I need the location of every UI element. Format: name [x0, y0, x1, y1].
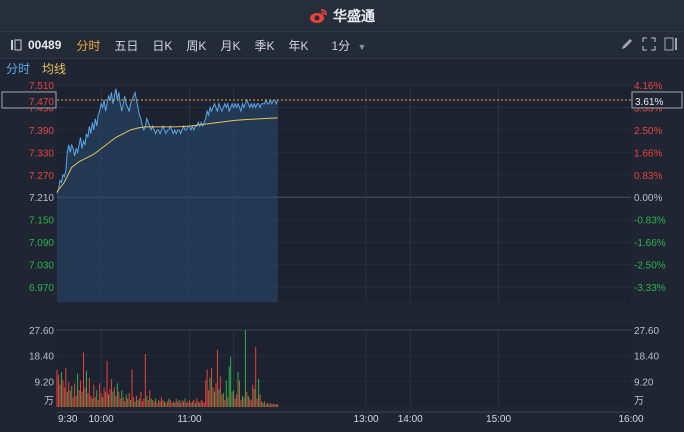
tab-monthly-k[interactable]: 月K	[220, 38, 241, 53]
volume-tick-label: 27.60	[29, 326, 54, 337]
price-tick-label: 7.210	[29, 193, 54, 204]
time-tick-label: 9:30	[58, 414, 78, 425]
tab-quarterly-k[interactable]: 季K	[254, 38, 275, 53]
pct-tick-label: -1.66%	[634, 238, 666, 249]
pct-tick-label: 2.50%	[634, 126, 662, 137]
pct-tick-label: 0.83%	[634, 171, 662, 182]
time-tick-label: 10:00	[89, 414, 114, 425]
interval-value: 1分	[331, 38, 351, 53]
price-line	[56, 88, 279, 194]
pct-tick-label: -3.33%	[634, 283, 666, 294]
pct-tick-label: 4.16%	[634, 81, 662, 92]
tab-daily-k[interactable]: 日K	[152, 38, 173, 53]
price-tick-label: 7.450	[29, 103, 54, 114]
app-brand: 华盛通	[309, 6, 375, 26]
fullscreen-icon[interactable]	[642, 37, 656, 54]
price-tick-label: 7.330	[29, 148, 54, 159]
app-brand-name: 华盛通	[333, 7, 375, 24]
price-tick-label: 7.510	[29, 81, 54, 92]
price-tick-label: 7.150	[29, 216, 54, 227]
volume-tick-label: 18.40	[634, 352, 659, 363]
time-tick-label: 13:00	[354, 414, 379, 425]
brand-logo-icon	[310, 8, 327, 23]
volume-plot-area	[57, 326, 631, 407]
stock-code: 00489	[28, 38, 62, 52]
volume-unit-label: 万	[44, 396, 54, 407]
tab-five-day[interactable]: 五日	[114, 38, 139, 53]
pct-tick-label: -0.83%	[634, 216, 666, 227]
price-tick-label: 7.270	[29, 171, 54, 182]
pct-tick-label: 3.33%	[634, 103, 662, 114]
volume-tick-label: 9.20	[634, 377, 654, 388]
current-price-box	[1, 91, 57, 109]
pct-tick-label: 1.66%	[634, 148, 662, 159]
volume-tick-label: 27.60	[634, 326, 659, 337]
time-tick-label: 11:00	[177, 414, 202, 425]
chart-toolbar: 00489 分时 五日 日K 周K 月K 季K 年K 1分 ▼	[0, 32, 684, 59]
price-tick-label: 7.030	[29, 261, 54, 272]
sidebar-toggle-icon[interactable]	[0, 39, 26, 51]
title-bar: 华盛通	[0, 0, 684, 32]
pct-tick-label: 0.00%	[634, 193, 662, 204]
draw-pen-icon[interactable]	[620, 37, 634, 54]
legend-intraday-toggle[interactable]: 分时	[6, 62, 31, 76]
interval-select[interactable]: 1分 ▼	[315, 37, 373, 54]
current-pct-box	[631, 91, 683, 109]
pct-tick-label: -2.50%	[634, 261, 666, 272]
volume-unit-label: 万	[634, 396, 644, 407]
time-tick-label: 14:00	[398, 414, 423, 425]
tab-yearly-k[interactable]: 年K	[288, 38, 309, 53]
price-tick-label: 7.390	[29, 126, 54, 137]
current-price-label: 7.470	[29, 97, 54, 108]
price-tick-label: 7.090	[29, 238, 54, 249]
volume-tick-label: 9.20	[35, 377, 55, 388]
time-tick-label: 15:00	[486, 414, 511, 425]
tab-intraday[interactable]: 分时	[76, 38, 101, 53]
current-pct-label: 3.61%	[635, 97, 663, 108]
price-area-fill	[57, 88, 278, 302]
expand-panel-icon[interactable]	[664, 37, 678, 54]
time-tick-label: 16:00	[618, 414, 643, 425]
tab-weekly-k[interactable]: 周K	[186, 38, 207, 53]
indicator-tabs: 分时 均线	[0, 59, 72, 79]
average-line	[56, 117, 278, 192]
volume-tick-label: 18.40	[29, 352, 54, 363]
legend-average-toggle[interactable]: 均线	[42, 62, 67, 76]
chevron-down-icon: ▼	[357, 41, 367, 52]
price-tick-label: 6.970	[29, 283, 54, 294]
